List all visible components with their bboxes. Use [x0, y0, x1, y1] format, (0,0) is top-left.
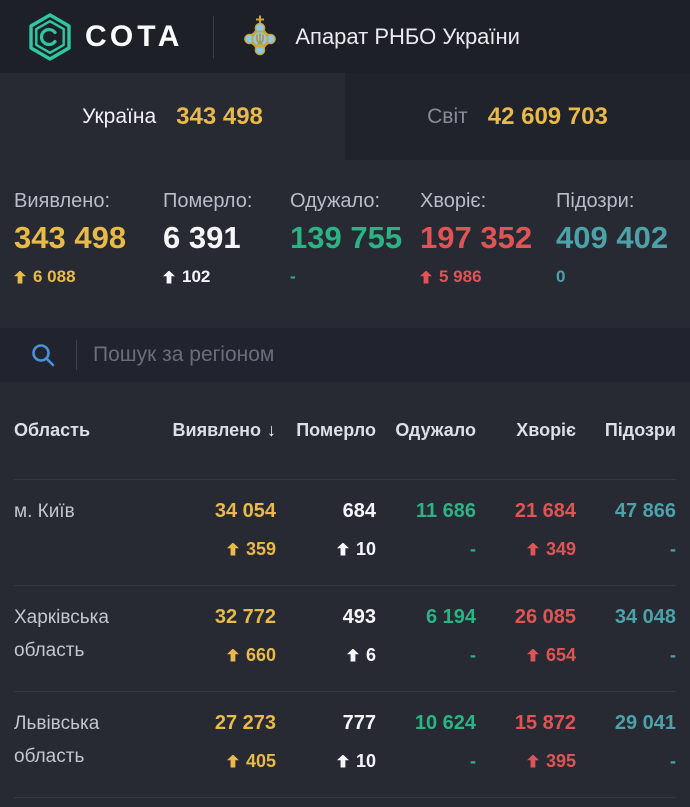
up-arrow-icon — [226, 648, 239, 662]
stat-suspected-value: 409 402 — [556, 220, 669, 255]
up-arrow-icon — [226, 542, 239, 556]
up-arrow-icon — [163, 270, 175, 284]
next-row-divider — [14, 797, 676, 804]
cell-suspected: 34 048 - — [614, 606, 676, 665]
cell-recovered: 6 194 - — [425, 606, 476, 665]
up-arrow-icon — [346, 648, 359, 662]
cell-suspected: 47 866 - — [614, 500, 676, 559]
rnbo-emblem-icon — [244, 15, 277, 55]
stat-sick-delta: 5 986 — [420, 267, 556, 287]
stat-detected-delta: 6 088 — [14, 267, 163, 287]
stat-detected-label: Виявлено: — [14, 190, 111, 212]
search-icon — [32, 344, 55, 367]
up-arrow-icon — [336, 754, 349, 768]
org-name: Апарат РНБО України — [295, 23, 520, 49]
search-input[interactable] — [93, 343, 660, 367]
cell-sick: 15 872 395 — [514, 712, 576, 771]
summary-stats: Виявлено: 343 498 6 088 Померло: 6 391 1… — [0, 160, 690, 328]
column-header-suspected[interactable]: Підозри — [604, 420, 676, 440]
cota-logo-icon — [29, 12, 71, 61]
table-row-kharkiv: Харківська область 32 772 660 493 6 6 19… — [14, 585, 676, 691]
cell-died: 684 10 — [276, 492, 376, 585]
up-arrow-icon — [14, 270, 26, 284]
stat-died-delta: 102 — [163, 267, 290, 287]
region-name: м. Київ — [14, 501, 75, 522]
table-header-row: Область Виявлено ↓ Померло Одужало Хворіє… — [14, 382, 676, 479]
cell-died: 777 10 — [276, 704, 376, 797]
up-arrow-icon — [526, 542, 539, 556]
cell-suspected: 29 041 - — [614, 712, 676, 771]
org: Апарат РНБО України — [240, 15, 520, 59]
stat-died: Померло: 6 391 102 — [163, 190, 290, 328]
tab-ukraine-value: 343 498 — [176, 102, 263, 130]
stat-detected: Виявлено: 343 498 6 088 — [14, 190, 163, 328]
search-divider — [76, 340, 77, 370]
brand: СОТА — [28, 12, 184, 61]
cell-recovered: 11 686 - — [415, 500, 476, 559]
stat-suspected-label: Підозри: — [556, 190, 635, 212]
up-arrow-icon — [226, 754, 239, 768]
table-row-lviv: Львівська область 27 273 405 777 10 10 6… — [14, 691, 676, 797]
search-bar — [0, 328, 690, 382]
cell-died: 493 6 — [342, 606, 376, 665]
tab-world-label: Світ — [427, 104, 468, 128]
tab-ukraine[interactable]: Україна 343 498 — [0, 73, 345, 160]
up-arrow-icon — [420, 270, 432, 284]
stat-suspected-delta: 0 — [556, 267, 566, 286]
stat-recovered-label: Одужало: — [290, 190, 381, 212]
cell-sick: 21 684 349 — [514, 500, 576, 559]
column-header-died[interactable]: Померло — [296, 420, 376, 440]
cell-recovered: 10 624 - — [414, 712, 476, 771]
column-header-sick[interactable]: Хворіє — [516, 420, 576, 440]
tab-ukraine-label: Україна — [82, 104, 157, 128]
stat-died-value: 6 391 — [163, 220, 241, 255]
cell-detected: 27 273 405 — [214, 712, 276, 771]
stat-sick-label: Хворіє: — [420, 190, 487, 212]
region-name: Харківська область — [14, 607, 109, 661]
up-arrow-icon — [526, 648, 539, 662]
country-tabs: Україна 343 498 Світ 42 609 703 — [0, 73, 690, 160]
table-row-kyiv: м. Київ 34 054 359 684 10 11 686 - 21 68… — [14, 479, 676, 585]
tab-world[interactable]: Світ 42 609 703 — [345, 73, 690, 160]
region-name: Львівська область — [14, 713, 100, 767]
tab-world-value: 42 609 703 — [487, 102, 608, 130]
column-header-recovered[interactable]: Одужало — [395, 420, 476, 440]
column-header-detected[interactable]: Виявлено ↓ — [172, 420, 276, 440]
header-divider — [213, 15, 215, 58]
stat-died-label: Померло: — [163, 190, 253, 212]
stat-recovered-delta: - — [290, 267, 296, 286]
stat-detected-value: 343 498 — [14, 220, 127, 255]
stat-recovered-value: 139 755 — [290, 220, 403, 255]
regions-table: Область Виявлено ↓ Померло Одужало Хворіє… — [0, 382, 690, 804]
stat-recovered: Одужало: 139 755 - — [290, 190, 420, 328]
column-header-region[interactable]: Область — [14, 420, 91, 440]
up-arrow-icon — [336, 542, 349, 556]
cell-detected: 34 054 359 — [214, 500, 276, 559]
app-header: СОТА Апарат РНБО України — [0, 0, 690, 73]
stat-sick: Хворіє: 197 352 5 986 — [420, 190, 556, 328]
up-arrow-icon — [526, 754, 539, 768]
stat-suspected: Підозри: 409 402 0 — [556, 190, 676, 328]
brand-name: СОТА — [85, 19, 184, 53]
cell-detected: 32 772 660 — [214, 606, 276, 665]
cell-sick: 26 085 654 — [514, 606, 576, 665]
stat-sick-value: 197 352 — [420, 220, 533, 255]
sort-desc-icon: ↓ — [267, 420, 276, 440]
